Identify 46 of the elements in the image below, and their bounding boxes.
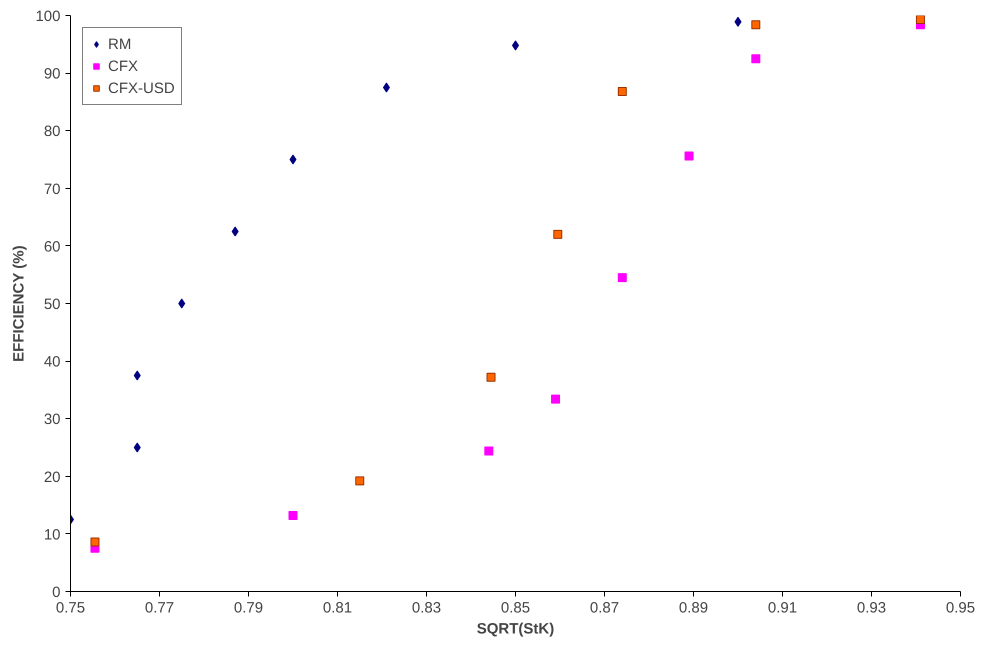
point xyxy=(288,510,298,520)
x-tick-label: 0.95 xyxy=(946,600,976,616)
x-tick-label: 0.89 xyxy=(678,600,708,616)
legend-label: CFX xyxy=(108,58,138,74)
y-tick-label: 40 xyxy=(44,354,61,371)
y-tick-label: 30 xyxy=(44,411,61,428)
x-tick-label: 0.79 xyxy=(234,600,264,616)
x-tick-label: 0.91 xyxy=(768,600,798,616)
point xyxy=(486,372,496,382)
point xyxy=(90,537,100,546)
point xyxy=(618,87,627,96)
point xyxy=(553,230,562,239)
y-tick-label: 90 xyxy=(44,66,61,83)
y-tick-label: 0 xyxy=(52,584,60,601)
y-tick-label: 50 xyxy=(44,296,61,313)
y-tick-label: 60 xyxy=(44,238,61,256)
y-axis-title: EFFICIENCY (%) xyxy=(10,245,28,362)
point xyxy=(916,16,925,24)
y-tick-label: 100 xyxy=(35,8,61,25)
legend-label: CFX-USD xyxy=(108,80,175,96)
x-tick-label: 0.77 xyxy=(144,600,174,616)
point xyxy=(134,370,141,380)
point xyxy=(290,154,296,164)
y-tick-label: 80 xyxy=(44,123,61,140)
x-tick-label: 0.83 xyxy=(412,600,442,616)
legend-label: RM xyxy=(108,36,132,52)
point xyxy=(382,82,390,92)
y-tick-label: 10 xyxy=(44,526,61,544)
x-axis-title: SQRT(StK) xyxy=(476,620,554,638)
point xyxy=(178,298,186,308)
point xyxy=(684,152,694,161)
x-tick-label: 0.93 xyxy=(856,600,886,616)
y-tick-label: 70 xyxy=(44,180,61,198)
x-tick-label: 0.75 xyxy=(56,600,86,616)
y-tick-label: 20 xyxy=(44,468,61,486)
point xyxy=(355,476,364,486)
x-tick-label: 0.85 xyxy=(500,600,530,616)
point xyxy=(484,446,494,456)
x-tick-label: 0.81 xyxy=(322,600,352,616)
point xyxy=(134,442,141,452)
point xyxy=(751,20,760,30)
x-tick-label: 0.87 xyxy=(590,600,620,616)
point xyxy=(551,394,560,404)
point xyxy=(751,54,760,64)
point xyxy=(232,226,239,236)
point xyxy=(618,273,627,282)
